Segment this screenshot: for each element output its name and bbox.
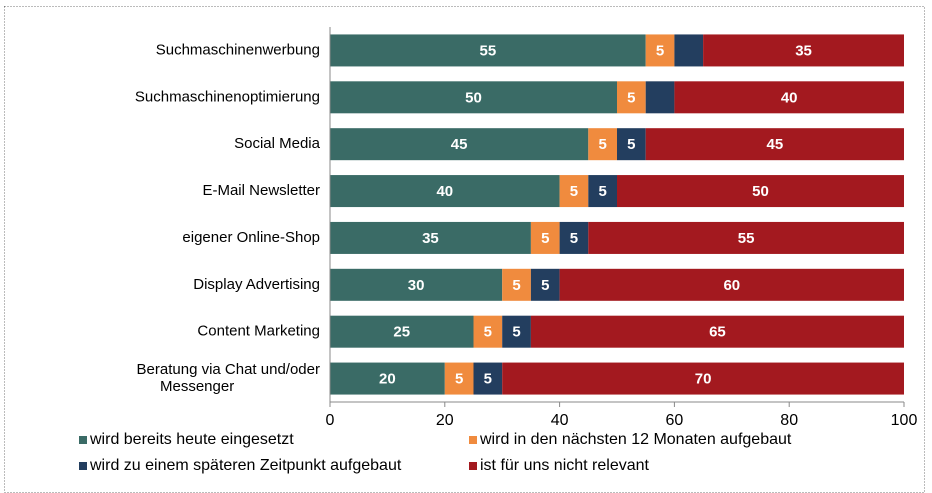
bar-segment bbox=[502, 268, 531, 301]
value-label: 20 bbox=[379, 371, 396, 388]
category-label: Beratung via Chat und/oder Messenger bbox=[137, 361, 320, 395]
legend-label: wird in den nächsten 12 Monaten aufgebau… bbox=[479, 431, 792, 448]
value-label: 30 bbox=[408, 277, 425, 294]
bar-segment bbox=[530, 315, 904, 348]
x-tick-label: 80 bbox=[780, 412, 798, 429]
bar-segment bbox=[473, 315, 503, 348]
bar-segment bbox=[559, 221, 589, 254]
bar-segment bbox=[473, 362, 503, 395]
bar-segment bbox=[617, 81, 646, 114]
value-label: 5 bbox=[512, 324, 520, 341]
bar-segment bbox=[617, 175, 904, 208]
bar-segment bbox=[645, 128, 904, 161]
bar-segment bbox=[330, 221, 531, 254]
bar-segment bbox=[559, 175, 589, 208]
bar-segment bbox=[703, 34, 904, 67]
legend-swatch bbox=[469, 436, 477, 444]
bar-segment bbox=[617, 128, 646, 161]
value-label: 50 bbox=[465, 89, 482, 106]
legend-swatch bbox=[79, 462, 87, 470]
bar-segment bbox=[330, 315, 474, 348]
value-label: 60 bbox=[723, 277, 740, 294]
bar-segment bbox=[674, 34, 704, 67]
value-label: 5 bbox=[455, 371, 463, 388]
bar-segment bbox=[588, 175, 617, 208]
x-tick-label: 0 bbox=[326, 412, 335, 429]
value-label: 40 bbox=[781, 89, 798, 106]
bar-segment bbox=[588, 221, 904, 254]
value-label: 5 bbox=[484, 371, 492, 388]
legend-label: wird bereits heute eingesetzt bbox=[89, 431, 294, 448]
bar-segment bbox=[330, 34, 646, 67]
x-tick-label: 40 bbox=[551, 412, 569, 429]
value-label: 55 bbox=[480, 42, 497, 59]
x-tick-label: 60 bbox=[666, 412, 684, 429]
category-label: E-Mail Newsletter bbox=[202, 182, 320, 199]
legend-label: ist für uns nicht relevant bbox=[480, 457, 650, 474]
bar-segment bbox=[645, 81, 675, 114]
bar-segment bbox=[588, 128, 617, 161]
value-label: 5 bbox=[627, 89, 635, 106]
value-label: 5 bbox=[598, 183, 606, 200]
value-label: 5 bbox=[570, 183, 578, 200]
category-label: Display Advertising bbox=[193, 276, 320, 293]
bar-segment bbox=[502, 315, 531, 348]
value-label: 35 bbox=[795, 42, 812, 59]
value-label: 45 bbox=[451, 136, 468, 153]
bar-segment bbox=[330, 128, 589, 161]
bar-segment bbox=[530, 268, 560, 301]
category-label: eigener Online-Shop bbox=[182, 229, 320, 246]
bar-segment bbox=[330, 175, 560, 208]
value-label: 5 bbox=[541, 230, 549, 247]
value-label: 45 bbox=[767, 136, 784, 153]
bar-segment bbox=[502, 362, 904, 395]
category-label: Suchmaschinenwerbung bbox=[156, 41, 320, 58]
value-label: 5 bbox=[656, 42, 664, 59]
bar-segment bbox=[645, 34, 675, 67]
value-label: 5 bbox=[512, 277, 520, 294]
category-label: Suchmaschinenoptimierung bbox=[135, 88, 320, 105]
value-label: 35 bbox=[422, 230, 439, 247]
value-label: 70 bbox=[695, 371, 712, 388]
bar-segment bbox=[530, 221, 560, 254]
value-label: 5 bbox=[484, 324, 492, 341]
category-label: Content Marketing bbox=[197, 323, 320, 340]
value-label: 55 bbox=[738, 230, 755, 247]
x-tick-label: 20 bbox=[436, 412, 454, 429]
value-label: 5 bbox=[627, 136, 635, 153]
bar-segment bbox=[674, 81, 904, 114]
bar-segment bbox=[444, 362, 474, 395]
category-label: Social Media bbox=[234, 135, 321, 152]
value-label: 5 bbox=[598, 136, 606, 153]
value-label: 50 bbox=[752, 183, 769, 200]
value-label: 5 bbox=[570, 230, 578, 247]
value-label: 65 bbox=[709, 324, 726, 341]
legend-label: wird zu einem späteren Zeitpunkt aufgeba… bbox=[89, 457, 402, 474]
value-label: 40 bbox=[436, 183, 453, 200]
legend-swatch bbox=[79, 436, 87, 444]
bar-segment bbox=[330, 268, 503, 301]
x-tick-label: 100 bbox=[891, 412, 918, 429]
bar-segment bbox=[559, 268, 904, 301]
legend-swatch bbox=[469, 462, 477, 470]
bar-segment bbox=[330, 81, 617, 114]
bar-segment bbox=[330, 362, 445, 395]
value-label: 5 bbox=[541, 277, 549, 294]
value-label: 25 bbox=[393, 324, 410, 341]
